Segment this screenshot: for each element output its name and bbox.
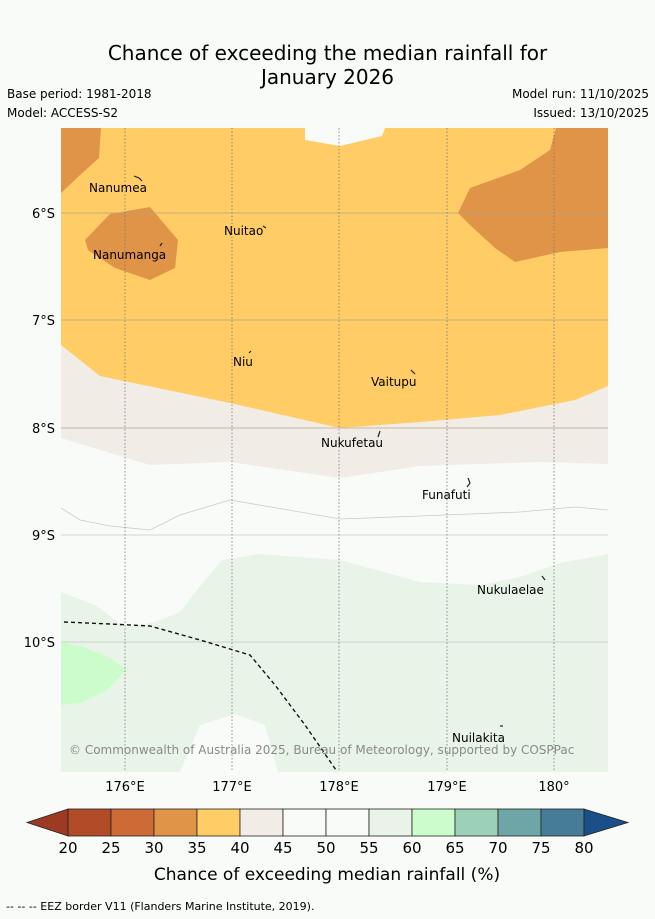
title-line-2: January 2026 xyxy=(260,65,395,89)
place-label: Nuitao xyxy=(224,224,263,238)
colorbar-tick-label: 30 xyxy=(144,839,163,857)
base-period: Base period: 1981-2018 xyxy=(7,87,152,101)
place-label: Funafuti xyxy=(422,488,471,502)
colorbar-tick-label: 80 xyxy=(574,839,593,857)
lon-tick-label: 180° xyxy=(538,780,569,795)
colorbar-tick-label: 50 xyxy=(316,839,335,857)
colorbar-segment xyxy=(153,808,198,837)
colorbar-tick-label: 55 xyxy=(359,839,378,857)
model-name: Model: ACCESS-S2 xyxy=(7,106,119,120)
colorbar-segment xyxy=(325,808,370,837)
place-label: Nukulaelae xyxy=(477,583,544,597)
lat-tick-label: 6°S xyxy=(32,207,55,222)
lon-tick-label: 179°E xyxy=(427,780,467,795)
title-line-1: Chance of exceeding the median rainfall … xyxy=(107,41,548,65)
colorbar-segment xyxy=(196,808,241,837)
place-label: Nanumanga xyxy=(93,248,166,262)
lon-tick-label: 176°E xyxy=(105,780,145,795)
issued-date: Issued: 13/10/2025 xyxy=(533,106,649,120)
island-marks xyxy=(133,175,546,727)
place-label: Vaitupu xyxy=(371,375,417,389)
lat-tick-label: 9°S xyxy=(32,529,55,544)
colorbar-tick-label: 75 xyxy=(531,839,550,857)
colorbar-segment xyxy=(110,808,155,837)
colorbar: 20 25 30 35 40 45 50 55 60 65 70 75 80 xyxy=(25,808,630,857)
lon-gridlines xyxy=(124,128,555,772)
colorbar-tick-label: 65 xyxy=(445,839,464,857)
colorbar-tick-label: 25 xyxy=(101,839,120,857)
colorbar-tick-label: 60 xyxy=(402,839,421,857)
contour-30-35-nw xyxy=(61,128,101,193)
contour-30-35-nanumanga xyxy=(85,207,178,280)
colorbar-segment xyxy=(454,808,499,837)
colorbar-tick-label: 40 xyxy=(230,839,249,857)
colorbar-segment xyxy=(411,808,456,837)
eez-border-line xyxy=(63,621,337,771)
colorbar-tick-label: 20 xyxy=(58,839,77,857)
model-run: Model run: 11/10/2025 xyxy=(511,87,649,101)
lon-tick-label: 178°E xyxy=(319,780,359,795)
chart-title: Chance of exceeding the median rainfall … xyxy=(0,41,655,89)
place-label: Nuilakita xyxy=(452,731,505,745)
lat-tick-label: 7°S xyxy=(32,314,55,329)
place-label: Nukufetau xyxy=(321,436,383,450)
lat-tick-label: 8°S xyxy=(32,422,55,437)
eez-footer-note: -- -- -- EEZ border V11 (Flanders Marine… xyxy=(6,900,315,913)
map-fill xyxy=(61,128,608,772)
lon-tick-label: 177°E xyxy=(212,780,252,795)
colorbar-segment xyxy=(540,808,585,837)
copyright-note: © Commonwealth of Australia 2025, Bureau… xyxy=(69,743,574,757)
colorbar-segment xyxy=(497,808,542,837)
colorbar-segment xyxy=(67,808,112,837)
lat-tick-label: 10°S xyxy=(24,636,55,651)
colorbar-label: Chance of exceeding median rainfall (%) xyxy=(154,865,500,885)
colorbar-tick-label: 35 xyxy=(187,839,206,857)
contour-55-60 xyxy=(61,554,608,772)
place-label: Nanumea xyxy=(89,181,147,195)
colorbar-low-extend xyxy=(25,808,69,837)
colorbar-segment xyxy=(368,808,413,837)
colorbar-high-extend xyxy=(583,808,630,837)
colorbar-tick-label: 70 xyxy=(488,839,507,857)
colorbar-segment xyxy=(239,808,284,837)
place-label: Niu xyxy=(233,355,253,369)
lat-gridlines xyxy=(61,212,608,643)
contour-60-65 xyxy=(61,642,126,705)
colorbar-segment xyxy=(282,808,327,837)
colorbar-tick-label: 45 xyxy=(273,839,292,857)
contour-white-top xyxy=(305,128,385,146)
contour-30-35-ne xyxy=(458,128,608,262)
